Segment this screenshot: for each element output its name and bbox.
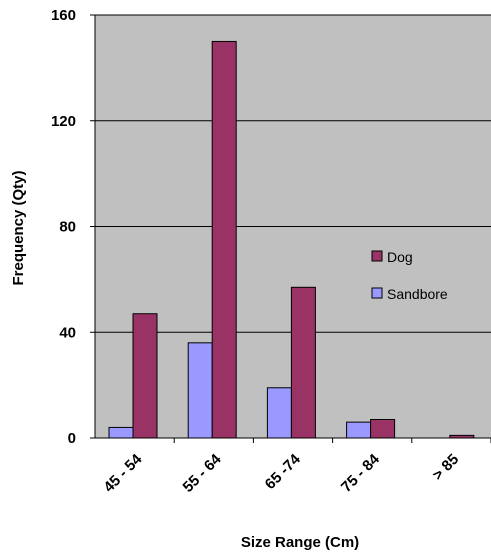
bar-dog (211, 40, 237, 439)
gridlines (95, 14, 491, 333)
bar-dog (290, 286, 316, 439)
y-tick-labels: 0 40 80 120 160 (51, 7, 95, 447)
bar-sandbore (346, 421, 372, 439)
bar-dog (132, 313, 158, 439)
x-tick-label: 55 - 64 (180, 450, 226, 496)
legend-swatch (371, 287, 383, 299)
x-tick-labels: 45 - 54 55 - 64 65 -74 75 - 84 > 85 (100, 450, 462, 496)
x-tick-label: > 85 (429, 451, 462, 484)
x-tick-label: 75 - 84 (338, 450, 384, 496)
legend-swatch (371, 250, 383, 262)
y-tick-label: 160 (51, 7, 76, 24)
bar-sandbore (187, 342, 213, 439)
legend-label: Dog (387, 249, 413, 265)
x-tick-label: 65 -74 (262, 450, 305, 493)
x-axis-title: Size Range (Cm) (241, 534, 359, 551)
bar-sandbore (266, 387, 292, 439)
y-tick-label: 120 (51, 113, 76, 130)
bar-sandbore (108, 426, 134, 439)
bar-dog (370, 418, 396, 439)
y-tick-label: 40 (59, 324, 76, 341)
y-tick-label: 80 (59, 219, 76, 236)
legend: Dog Sandbore (371, 249, 448, 302)
x-tick-label: 45 - 54 (100, 450, 146, 496)
y-tick-label: 0 (68, 430, 76, 447)
bars (108, 40, 491, 443)
legend-label: Sandbore (387, 286, 448, 302)
y-axis-title: Frequency (Qty) (10, 170, 27, 285)
